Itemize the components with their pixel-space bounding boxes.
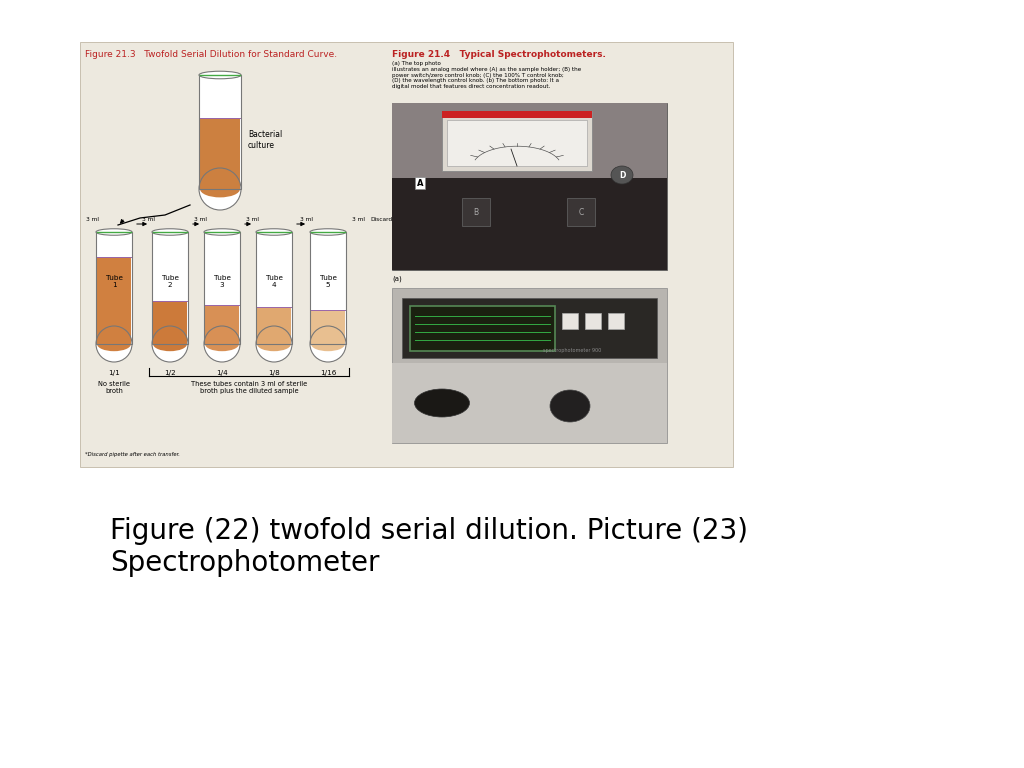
Text: Bacterial
culture: Bacterial culture xyxy=(248,131,283,150)
Ellipse shape xyxy=(256,229,292,235)
Bar xyxy=(256,232,292,344)
Bar xyxy=(310,232,346,344)
Bar xyxy=(97,257,131,344)
Bar xyxy=(585,313,601,329)
Bar xyxy=(608,313,624,329)
Bar xyxy=(402,298,657,358)
Bar xyxy=(392,178,667,270)
Text: 1/8: 1/8 xyxy=(268,370,280,376)
Text: Figure 21.4   Typical Spectrophotometers.: Figure 21.4 Typical Spectrophotometers. xyxy=(392,50,606,59)
Ellipse shape xyxy=(204,326,240,362)
Text: 1/2: 1/2 xyxy=(164,370,176,376)
Bar xyxy=(204,232,240,344)
Text: 3 ml: 3 ml xyxy=(194,217,207,222)
Bar xyxy=(410,306,555,351)
Text: (a): (a) xyxy=(392,275,401,282)
Bar xyxy=(392,363,667,443)
Ellipse shape xyxy=(257,337,291,351)
Ellipse shape xyxy=(310,326,346,362)
Text: These tubes contain 3 ml of sterile
broth plus the diluted sample: These tubes contain 3 ml of sterile brot… xyxy=(190,381,307,394)
Text: 1/16: 1/16 xyxy=(319,370,336,376)
Bar xyxy=(462,198,490,226)
Ellipse shape xyxy=(611,166,633,184)
Text: A: A xyxy=(417,178,423,187)
Text: Tube
4: Tube 4 xyxy=(265,275,283,288)
Bar xyxy=(311,310,345,344)
Bar xyxy=(153,302,187,344)
Text: C: C xyxy=(579,207,584,217)
Bar xyxy=(392,288,667,443)
Text: Tube
5: Tube 5 xyxy=(319,275,337,288)
Ellipse shape xyxy=(205,337,239,351)
Text: Figure 21.3   Twofold Serial Dilution for Standard Curve.: Figure 21.3 Twofold Serial Dilution for … xyxy=(85,50,337,59)
Ellipse shape xyxy=(200,180,240,197)
Bar xyxy=(310,232,346,344)
Bar xyxy=(442,111,592,171)
Text: 3 ml: 3 ml xyxy=(86,217,99,222)
Ellipse shape xyxy=(152,326,188,362)
Bar xyxy=(256,232,292,344)
Text: No sterile
broth: No sterile broth xyxy=(98,381,130,394)
Bar xyxy=(257,307,291,344)
Text: (a) The top photo
illustrates an analog model where (A) as the sample holder; (B: (a) The top photo illustrates an analog … xyxy=(392,61,582,89)
Ellipse shape xyxy=(152,229,188,235)
Ellipse shape xyxy=(153,337,187,351)
Bar xyxy=(152,232,188,344)
Ellipse shape xyxy=(96,326,132,362)
Ellipse shape xyxy=(96,229,132,235)
Bar xyxy=(80,42,733,467)
Ellipse shape xyxy=(199,168,241,210)
Bar xyxy=(96,232,132,344)
Text: Tube
2: Tube 2 xyxy=(162,275,178,288)
Text: 3 ml: 3 ml xyxy=(299,217,312,222)
Text: 3 ml: 3 ml xyxy=(351,217,365,222)
Text: Figure (22) twofold serial dilution. Picture (23)
Spectrophotometer: Figure (22) twofold serial dilution. Pic… xyxy=(110,517,748,578)
Text: 3 ml: 3 ml xyxy=(141,217,155,222)
Bar xyxy=(96,232,132,344)
Bar xyxy=(392,103,667,270)
Bar xyxy=(200,118,240,189)
Ellipse shape xyxy=(204,229,240,235)
Bar xyxy=(392,103,667,178)
Bar xyxy=(562,313,578,329)
Ellipse shape xyxy=(310,229,346,235)
Text: 3 ml: 3 ml xyxy=(246,217,258,222)
Text: 1/1: 1/1 xyxy=(109,370,120,376)
Text: Discard: Discard xyxy=(370,217,392,222)
Bar xyxy=(204,232,240,344)
Text: B: B xyxy=(473,207,478,217)
Text: Tube
1: Tube 1 xyxy=(105,275,123,288)
Bar xyxy=(205,305,239,344)
Text: 1/4: 1/4 xyxy=(216,370,228,376)
Text: D: D xyxy=(618,170,626,180)
Bar xyxy=(199,75,241,189)
Ellipse shape xyxy=(199,71,241,79)
Text: Tube
3: Tube 3 xyxy=(213,275,230,288)
Ellipse shape xyxy=(311,337,345,351)
Bar xyxy=(567,198,595,226)
Bar xyxy=(442,111,592,118)
Text: *Discard pipette after each transfer.: *Discard pipette after each transfer. xyxy=(85,452,180,457)
Ellipse shape xyxy=(256,326,292,362)
Bar xyxy=(152,232,188,344)
Ellipse shape xyxy=(550,390,590,422)
Bar xyxy=(447,120,587,166)
Text: spectrophotometer 900: spectrophotometer 900 xyxy=(543,348,601,353)
Bar xyxy=(199,75,241,189)
Ellipse shape xyxy=(97,337,131,351)
Ellipse shape xyxy=(415,389,469,417)
